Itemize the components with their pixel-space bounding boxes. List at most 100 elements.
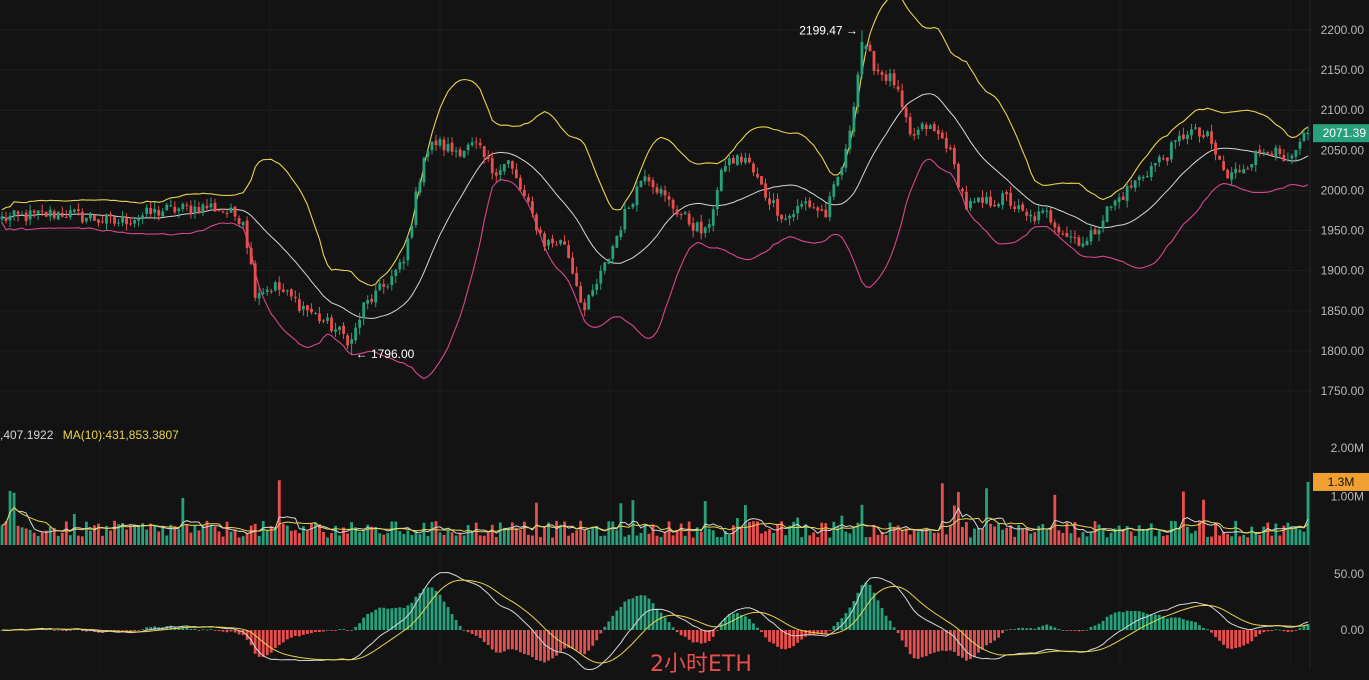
- candle-body: [510, 161, 514, 169]
- volume-bar: [563, 521, 566, 545]
- volume-bar: [386, 532, 390, 545]
- volume-bar: [458, 533, 462, 545]
- candle-body: [1242, 169, 1246, 174]
- candle-body: [876, 69, 880, 72]
- candle-body: [611, 246, 615, 259]
- macd-bar: [474, 630, 478, 636]
- volume-bar: [804, 524, 808, 545]
- candle-body: [398, 262, 402, 270]
- candle-body: [539, 229, 542, 233]
- candle-body: [567, 245, 571, 259]
- volume-bar: [1161, 535, 1165, 545]
- candle-body: [744, 158, 747, 163]
- macd-bar: [663, 617, 667, 630]
- volume-bar: [647, 533, 651, 545]
- macd-bar: [273, 630, 277, 648]
- candle-body: [543, 233, 546, 247]
- volume-bar: [780, 521, 783, 545]
- candle-body: [912, 134, 916, 136]
- volume-bar: [788, 525, 792, 545]
- candle-body: [1210, 131, 1213, 144]
- macd-bar: [1262, 630, 1266, 633]
- volume-bar: [1021, 528, 1025, 545]
- candle-body: [848, 130, 852, 149]
- volume-bar: [844, 531, 848, 545]
- candle-body: [101, 221, 104, 223]
- macd-bar: [193, 628, 197, 630]
- macd-bar: [60, 630, 64, 631]
- candle-body: [169, 205, 173, 207]
- volume-bars: [0, 480, 1310, 545]
- candle-body: [547, 240, 550, 246]
- candle-body: [334, 329, 337, 332]
- candle-body: [117, 222, 120, 224]
- candle-body: [68, 210, 72, 218]
- macd-bar: [1077, 630, 1081, 632]
- macd-bar: [522, 630, 526, 655]
- volume-bar: [707, 528, 711, 545]
- volume-bar: [904, 528, 908, 545]
- macd-bar: [615, 610, 619, 630]
- volume-bar: [655, 535, 659, 545]
- macd-bar: [764, 630, 767, 638]
- macd-bar: [1234, 630, 1238, 648]
- candle-body: [362, 302, 366, 319]
- macd-bar: [229, 630, 233, 632]
- macd-bar: [1182, 619, 1185, 630]
- volume-bar: [1165, 535, 1169, 545]
- volume-bar: [1089, 532, 1093, 545]
- candle-body: [993, 205, 996, 207]
- candle-body: [394, 269, 398, 277]
- candle-body: [1017, 205, 1021, 209]
- macd-bar: [936, 630, 940, 652]
- candle-body: [109, 214, 112, 217]
- volume-bar: [1262, 526, 1266, 545]
- volume-bar: [1190, 533, 1193, 545]
- candle-body: [8, 215, 12, 221]
- volume-bar: [358, 532, 362, 545]
- volume-bar: [438, 532, 442, 545]
- candle-body: [201, 204, 205, 214]
- candle-body: [1306, 133, 1310, 135]
- volume-bar: [522, 521, 526, 545]
- macd-bar: [1250, 630, 1254, 642]
- macd-bar: [221, 630, 225, 632]
- volume-bar: [587, 529, 591, 545]
- macd-bar: [410, 602, 414, 630]
- macd-bar: [587, 630, 591, 651]
- macd-bar: [860, 585, 864, 630]
- volume-bar: [607, 521, 611, 545]
- volume-bar: [93, 525, 96, 545]
- macd-bar: [1117, 611, 1121, 630]
- candle-body: [310, 308, 313, 313]
- macd-bar: [635, 595, 639, 630]
- macd-bar: [1226, 630, 1230, 649]
- macd-bar: [1021, 627, 1025, 630]
- volume-bar: [64, 521, 68, 545]
- macd-bar: [52, 630, 56, 631]
- candle-body: [4, 217, 8, 221]
- macd-bar: [350, 629, 354, 631]
- macd-bar: [1001, 630, 1004, 634]
- candle-body: [370, 298, 374, 302]
- candle-body: [486, 156, 490, 160]
- macd-bar: [1258, 630, 1262, 635]
- volume-bar: [1121, 529, 1125, 545]
- candle-body: [277, 282, 281, 290]
- macd-bar: [1306, 624, 1310, 630]
- macd-bar: [1017, 627, 1021, 630]
- macd-bar: [185, 627, 189, 630]
- volume-bar: [422, 522, 426, 545]
- volume-bar: [639, 532, 643, 545]
- candle-body: [326, 317, 329, 321]
- macd-bar: [1081, 630, 1085, 631]
- macd-bar: [514, 630, 518, 651]
- volume-bar: [4, 521, 8, 545]
- macd-bar: [366, 613, 370, 630]
- macd-bar: [129, 630, 133, 632]
- macd-bar: [314, 630, 317, 632]
- candle-body: [153, 208, 157, 213]
- macd-bar: [414, 596, 418, 630]
- macd-bar: [655, 608, 659, 630]
- volume-bar: [784, 535, 788, 545]
